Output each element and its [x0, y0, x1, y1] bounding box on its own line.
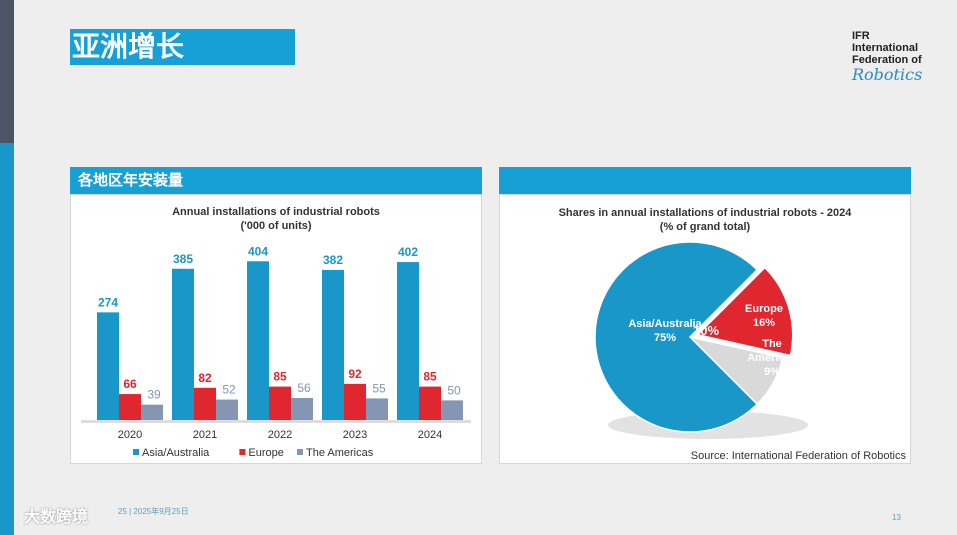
data-label-europe-2022: 85	[273, 370, 287, 384]
bar-the-americas-2024	[441, 400, 463, 420]
footer-date: 25 | 2025年9月25日	[118, 507, 189, 516]
legend-label-0: Asia/Australia	[142, 447, 210, 459]
ifr-logo: IFR International Federation of Robotics	[852, 30, 942, 90]
pie-label-europe-pct: 16%	[753, 317, 775, 329]
bar-asia-australia-2023	[322, 269, 344, 420]
pie-label-americas-name-1: The	[762, 338, 782, 350]
bar-the-americas-2020	[141, 404, 163, 420]
legend-label-2: The Americas	[306, 447, 374, 459]
logo-line-federation: Federation of	[852, 54, 922, 66]
bar-europe-2021	[194, 387, 216, 420]
data-label-the-americas-2024: 50	[447, 383, 461, 397]
slide-title: 亚洲增长	[70, 29, 295, 65]
watermark-text: 大数跨境	[24, 507, 89, 526]
pie-label-asia-name: Asia/Australia	[628, 318, 702, 330]
legend-swatch-1	[239, 449, 246, 455]
pie-label-americas-pct: 9%	[764, 366, 780, 378]
bar-europe-2020	[119, 394, 141, 420]
data-label-europe-2021: 82	[198, 371, 212, 385]
bar-the-americas-2023	[366, 398, 388, 420]
source-note: Source: International Federation of Robo…	[691, 450, 907, 462]
data-label-asia-australia-2020: 274	[98, 295, 118, 309]
x-tick-label-2022: 2022	[268, 429, 292, 441]
data-label-asia-australia-2024: 402	[398, 245, 418, 259]
bar-asia-australia-2021	[172, 268, 194, 420]
x-tick-label-2020: 2020	[118, 429, 142, 441]
legend-label-1: Europe	[248, 447, 283, 459]
pie-label-asia-pct: 75%	[654, 332, 676, 344]
bar-europe-2023	[344, 383, 366, 420]
bar-baseline	[81, 420, 471, 423]
pie-chart: Asia/Australia 75% Europe 16% The Americas 9% 1…	[594, 241, 907, 462]
bar-europe-2024	[419, 386, 441, 420]
x-tick-label-2024: 2024	[418, 429, 442, 441]
pie-chart-title-line2: (% of grand total)	[659, 221, 751, 233]
data-label-europe-2020: 66	[123, 377, 137, 391]
bar-asia-australia-2020	[97, 312, 119, 420]
data-label-europe-2023: 92	[348, 367, 362, 381]
bar-chart: 274 66 39 2020 385 82 52 2021 404 85 56 2022 382 92 55…	[81, 244, 471, 459]
left-accent-strip-dark	[0, 0, 14, 143]
bar-chart-title-line2: ('000 of units)	[240, 220, 312, 232]
data-label-the-americas-2020: 39	[147, 388, 161, 402]
data-label-the-americas-2023: 55	[372, 381, 386, 395]
bar-the-americas-2022	[291, 398, 313, 420]
x-tick-label-2021: 2021	[193, 429, 217, 441]
legend-swatch-2	[297, 449, 303, 455]
data-label-asia-australia-2021: 385	[173, 252, 193, 266]
pie-panel-header	[499, 167, 911, 194]
logo-line-international: International	[852, 42, 919, 54]
x-tick-label-2023: 2023	[343, 429, 367, 441]
bar-the-americas-2021	[216, 399, 238, 420]
legend-swatch-0	[133, 449, 139, 455]
bar-panel-header: 各地区年安装量	[70, 167, 482, 194]
bar-europe-2022	[269, 386, 291, 420]
pie-label-stray: 10%	[693, 323, 719, 338]
data-label-asia-australia-2022: 404	[248, 244, 268, 258]
pie-chart-title-line1: Shares in annual installations of indust…	[558, 207, 852, 219]
left-accent-strip-blue	[0, 143, 14, 535]
pie-slice-europe	[696, 266, 794, 357]
pie-label-americas-name-2: Americas	[747, 352, 797, 364]
pie-slice-asia-australia	[594, 241, 759, 433]
logo-line-ifr: IFR	[852, 30, 870, 42]
pie-label-europe-name: Europe	[745, 303, 783, 315]
data-label-the-americas-2022: 56	[297, 381, 311, 395]
bar-chart-panel: Annual installations of industrial robot…	[70, 194, 482, 464]
data-label-asia-australia-2023: 382	[323, 253, 343, 267]
bar-asia-australia-2024	[397, 262, 419, 420]
pie-chart-panel: Shares in annual installations of indust…	[499, 194, 911, 464]
bar-asia-australia-2022	[247, 261, 269, 420]
page-number: 13	[892, 513, 901, 522]
logo-line-robotics: Robotics	[852, 65, 923, 84]
data-label-europe-2024: 85	[423, 370, 437, 384]
bar-chart-title-line1: Annual installations of industrial robot…	[172, 206, 380, 218]
data-label-the-americas-2021: 52	[222, 383, 236, 397]
